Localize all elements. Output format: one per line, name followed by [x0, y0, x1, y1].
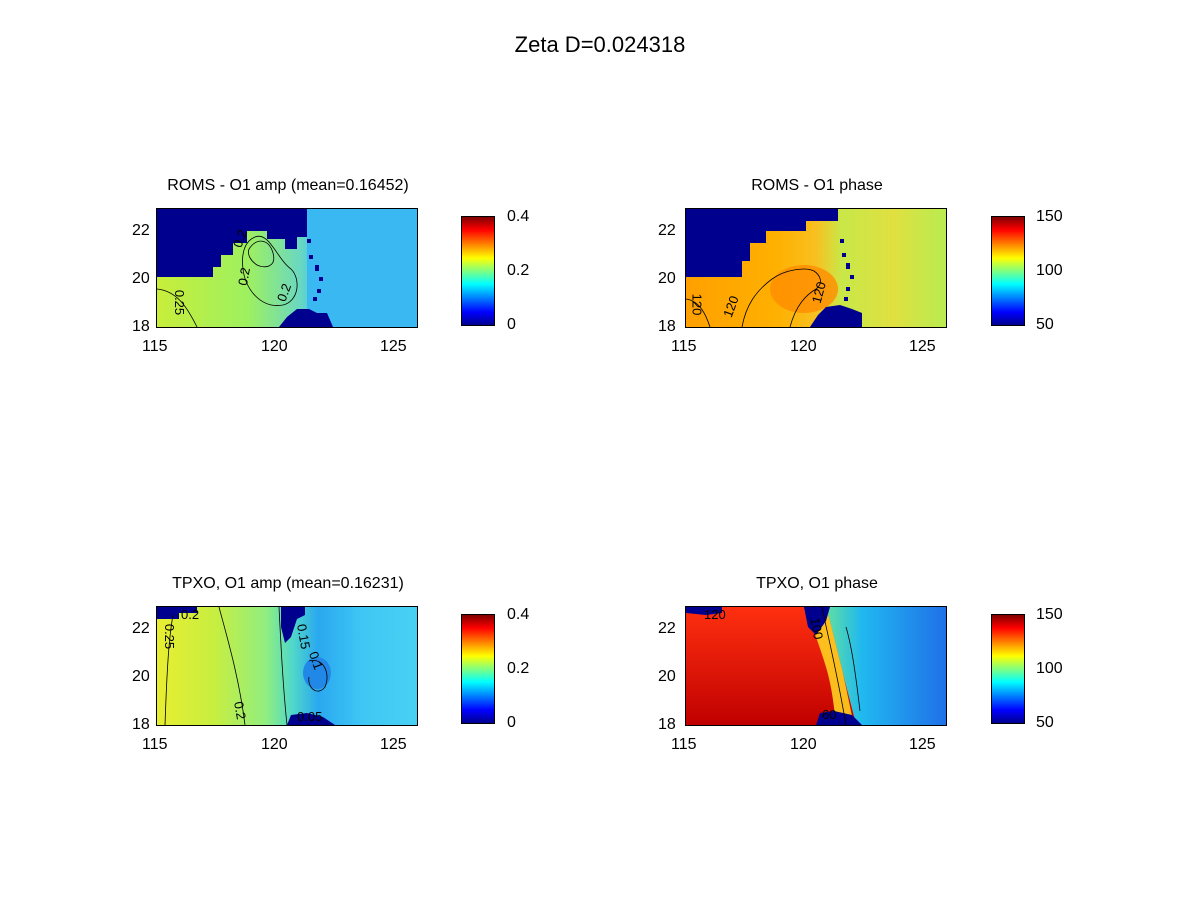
figure-title: Zeta D=0.024318	[514, 32, 686, 57]
colorbar-tick-label: 0.2	[507, 262, 530, 279]
tpxo-amp-contour	[164, 607, 328, 725]
roms-amp-land-south	[279, 309, 333, 327]
colorbar-tick-label: 0	[507, 714, 516, 731]
tpxo-phase-title: TPXO, O1 phase	[756, 575, 878, 592]
colorbar-tick-label: 50	[1036, 714, 1054, 731]
x-tick-label: 120	[261, 736, 288, 753]
y-tick-label: 18	[132, 716, 150, 733]
tpxo-phase-plot: 120 100 60	[685, 606, 947, 726]
contour-label: 0.2	[181, 607, 200, 622]
contour-label: 0.05	[297, 709, 323, 724]
contour-label: 120	[704, 607, 726, 622]
tpxo-amp-land-ne	[281, 607, 305, 643]
contour-label: 60	[822, 707, 837, 722]
roms-amp-land-north	[157, 209, 307, 277]
contour-label: 0.2	[231, 700, 249, 721]
x-tick-label: 125	[909, 338, 936, 355]
tpxo-phase-colorbar	[991, 614, 1025, 724]
roms-amp-colorbar	[461, 216, 495, 326]
contour-label: 120	[689, 293, 705, 316]
roms-amp-contour	[248, 240, 275, 268]
y-tick-label: 20	[132, 668, 150, 685]
tpxo-amp-plot: 0.25 0.2 0.2 0.15 0.1 0.05	[156, 606, 418, 726]
roms-phase-land-north	[686, 209, 838, 277]
roms-phase-title: ROMS - O1 phase	[751, 177, 883, 194]
y-tick-label: 22	[132, 222, 150, 239]
roms-phase-contour	[686, 268, 821, 327]
tpxo-phase-coastal-band	[806, 607, 854, 725]
tpxo-phase-land-nw	[686, 607, 722, 615]
roms-amp-contour	[157, 235, 298, 327]
x-tick-label: 125	[380, 338, 407, 355]
roms-phase-colorbar	[991, 216, 1025, 326]
x-tick-label: 115	[142, 736, 168, 753]
x-tick-label: 115	[671, 736, 697, 753]
y-tick-label: 20	[658, 668, 676, 685]
colorbar-tick-label: 50	[1036, 316, 1054, 333]
y-tick-label: 18	[658, 716, 676, 733]
roms-amp-title: ROMS - O1 amp (mean=0.16452)	[167, 177, 409, 194]
roms-amp-east-field	[307, 209, 417, 327]
tpxo-amp-land-s	[287, 713, 335, 725]
tpxo-phase-contour	[821, 607, 861, 725]
y-tick-label: 20	[132, 270, 150, 287]
roms-phase-plot: 120 120 120	[685, 208, 947, 328]
y-tick-label: 18	[658, 318, 676, 335]
roms-phase-coast-dots	[840, 239, 854, 301]
colorbar-tick-label: 0.2	[507, 660, 530, 677]
x-tick-label: 120	[790, 736, 817, 753]
contour-label: 0.2	[235, 266, 253, 287]
y-tick-label: 20	[658, 270, 676, 287]
colorbar-tick-label: 0.4	[507, 606, 530, 623]
tpxo-amp-colorbar	[461, 614, 495, 724]
tpxo-amp-low-spot	[303, 657, 331, 689]
colorbar-tick-label: 100	[1036, 262, 1063, 279]
colorbar-tick-label: 0	[507, 316, 516, 333]
tpxo-amp-land-nw	[157, 607, 197, 619]
x-tick-label: 125	[909, 736, 936, 753]
y-tick-label: 18	[132, 318, 150, 335]
roms-phase-hotspot	[770, 265, 838, 313]
tpxo-amp-title: TPXO, O1 amp (mean=0.16231)	[172, 575, 404, 592]
tpxo-phase-land-s	[816, 711, 862, 725]
x-tick-label: 125	[380, 736, 407, 753]
y-tick-label: 22	[658, 222, 676, 239]
roms-amp-plot: 0.25 0.2 0.2 0.2	[156, 208, 418, 328]
colorbar-tick-label: 100	[1036, 660, 1063, 677]
tpxo-phase-east-field	[826, 607, 946, 725]
y-tick-label: 22	[132, 620, 150, 637]
x-tick-label: 120	[261, 338, 288, 355]
roms-phase-land-south	[810, 305, 862, 327]
x-tick-label: 120	[790, 338, 817, 355]
x-tick-label: 115	[142, 338, 168, 355]
contour-label: 0.25	[172, 289, 188, 316]
colorbar-tick-label: 0.4	[507, 208, 530, 225]
colorbar-tick-label: 150	[1036, 208, 1063, 225]
colorbar-tick-label: 150	[1036, 606, 1063, 623]
contour-label: 0.25	[162, 623, 178, 650]
x-tick-label: 115	[671, 338, 697, 355]
roms-amp-coast-dots	[307, 239, 323, 301]
y-tick-label: 22	[658, 620, 676, 637]
